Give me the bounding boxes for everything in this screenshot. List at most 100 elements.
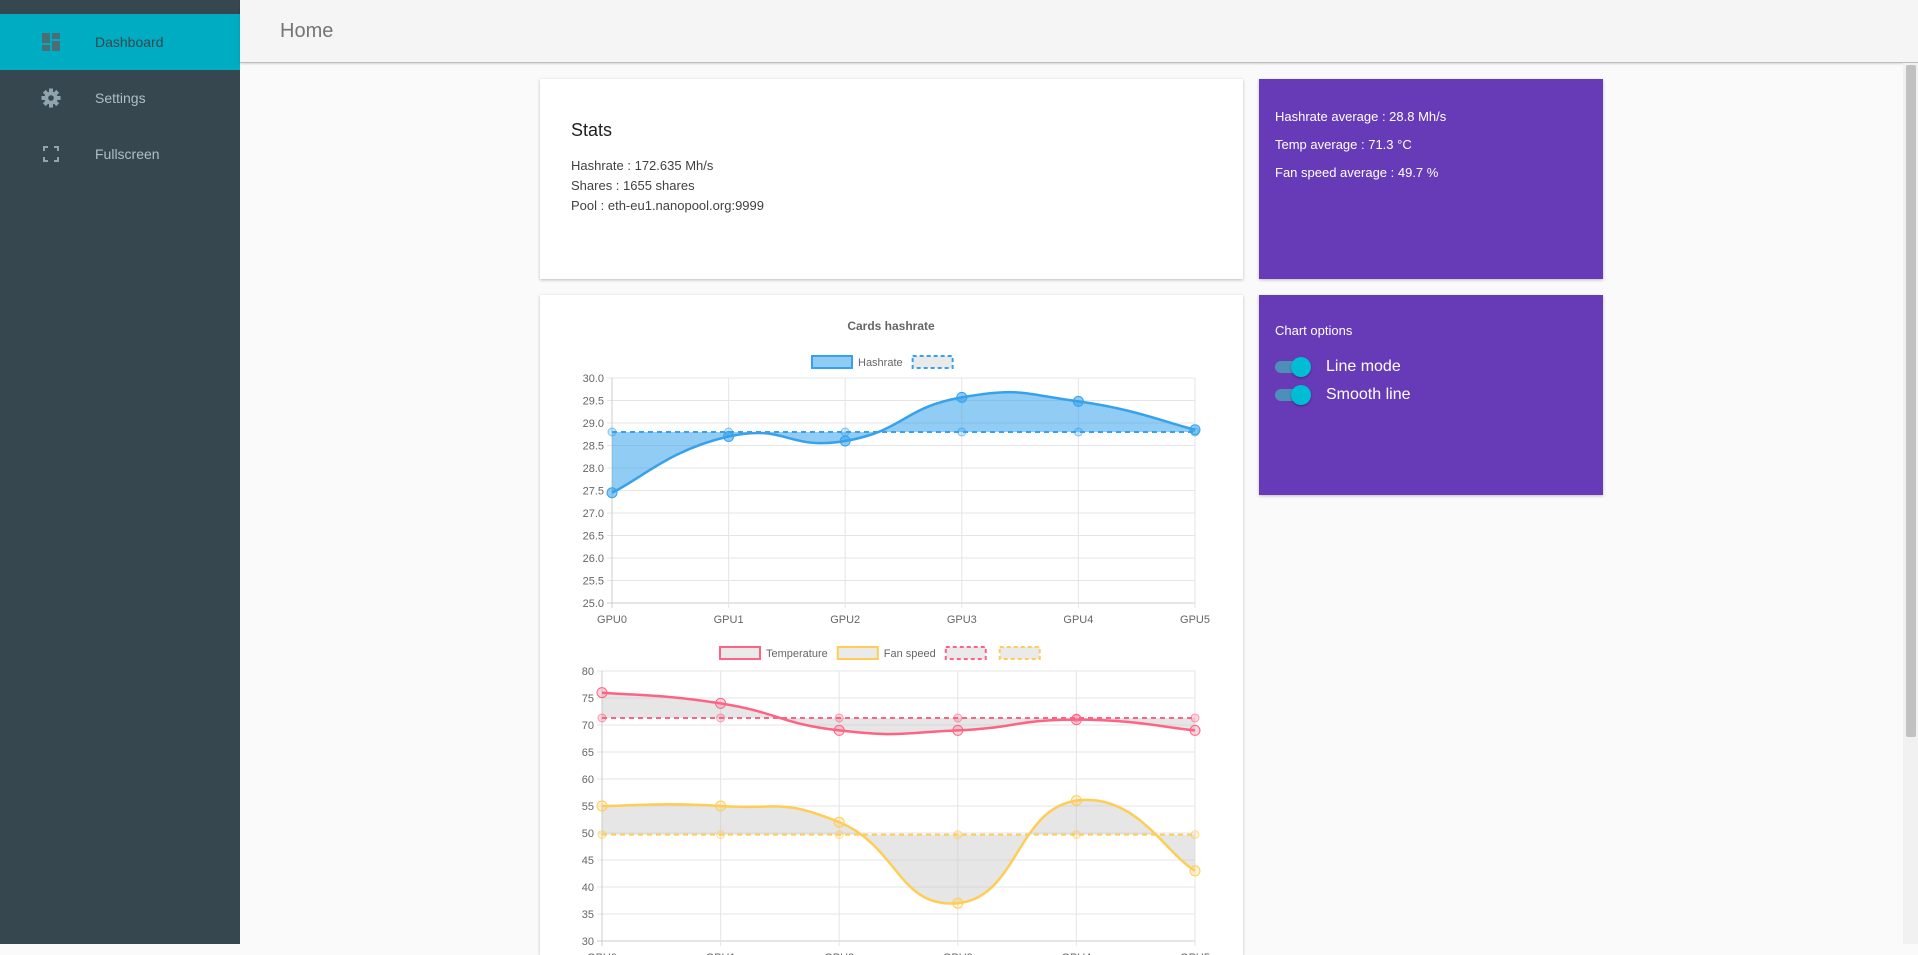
series-line [601, 798, 1196, 905]
data-point [1190, 830, 1200, 840]
data-point [715, 697, 727, 709]
y-tick-label: 55 [582, 801, 594, 813]
y-tick-label: 35 [582, 909, 594, 921]
data-point [715, 800, 727, 812]
x-tick-label: GPU4 [1063, 614, 1093, 625]
y-tick-label: 27.5 [583, 486, 604, 498]
series-fill [612, 392, 1195, 493]
y-tick-label: 28.5 [583, 441, 604, 453]
y-tick-label: 80 [582, 666, 594, 678]
hashrate-average: Hashrate average : 28.8 Mh/s [1275, 109, 1447, 124]
stats-card: Stats Hashrate : 172.635 Mh/s Shares : 1… [540, 79, 1243, 279]
scrollbar-thumb[interactable] [1906, 65, 1916, 737]
y-tick-label: 26.0 [583, 553, 604, 565]
legend-swatch [811, 355, 853, 369]
top-header: Home [240, 0, 1918, 63]
chart-options-card: Chart options Line mode Smooth line [1259, 295, 1603, 495]
data-point [1189, 424, 1201, 436]
fan-speed-average: Fan speed average : 49.7 % [1275, 165, 1439, 180]
x-tick-label: GPU0 [597, 614, 627, 625]
temp-average: Temp average : 71.3 °C [1275, 137, 1412, 152]
y-tick-label: 28.0 [583, 463, 604, 475]
data-point [953, 713, 963, 723]
temperature-chart: Cards Tempratures8075706560555045403530G… [582, 646, 1210, 955]
stats-shares: Shares : 1655 shares [571, 178, 695, 193]
averages-card: Hashrate average : 28.8 Mh/s Temp averag… [1259, 79, 1603, 279]
charts-card: Cards hashrate 30.0 29.5 29.0 28.5 28.0 27.5 27… [540, 295, 1243, 955]
line-mode-label: Line mode [1326, 358, 1401, 375]
y-tick-label: 29.5 [583, 396, 604, 408]
data-point [1189, 724, 1201, 736]
line-mode-toggle-row[interactable]: Line mode [1275, 357, 1401, 377]
stats-list: Hashrate : 172.635 Mh/s Shares : 1655 sh… [571, 156, 764, 216]
data-point [833, 724, 845, 736]
smooth-line-toggle-row[interactable]: Smooth line [1275, 385, 1411, 405]
sidebar-item-fullscreen[interactable]: Fullscreen [0, 126, 240, 182]
legend-swatch [944, 646, 987, 660]
hashrate-chart: Cards hashrate 30.0 29.5 29.0 28.5 28.0 27.5 27… [583, 319, 1210, 625]
data-point [833, 816, 845, 828]
x-tick-label: GPU1 [714, 614, 744, 625]
data-point [1189, 865, 1201, 877]
y-tick-label: 26.5 [583, 531, 604, 543]
x-tick-label: GPU2 [830, 614, 860, 625]
y-tick-label: 27.0 [583, 508, 604, 520]
data-point [716, 713, 726, 723]
y-tick-label: 70 [582, 720, 594, 732]
y-tick-label: 45 [582, 855, 594, 867]
data-point [596, 687, 608, 699]
chart-options-title: Chart options [1275, 323, 1353, 338]
data-point [1190, 713, 1200, 723]
stats-pool: Pool : eth-eu1.nanopool.org:9999 [571, 198, 764, 213]
y-tick-label: 50 [582, 828, 594, 840]
data-point [716, 830, 726, 840]
data-point [1072, 395, 1084, 407]
data-point [606, 487, 618, 499]
y-tick-label: 75 [582, 693, 594, 705]
data-point [597, 830, 607, 840]
stats-title: Stats [571, 120, 613, 140]
page-title: Home [280, 20, 334, 42]
series-line [601, 691, 1196, 736]
data-point [1071, 830, 1081, 840]
sidebar-item-label: Settings [95, 90, 146, 106]
data-point [840, 427, 850, 437]
sidebar-item-settings[interactable]: Settings [0, 70, 240, 126]
y-tick-label: 29.0 [583, 418, 604, 430]
smooth-line-label: Smooth line [1326, 386, 1411, 403]
data-point [834, 830, 844, 840]
fullscreen-icon [41, 144, 61, 164]
y-tick-label: 40 [582, 882, 594, 894]
line-mode-toggle[interactable] [1275, 357, 1311, 377]
averages-list: Hashrate average : 28.8 Mh/s Temp averag… [1275, 103, 1446, 187]
data-point [956, 391, 968, 403]
smooth-line-toggle[interactable] [1275, 385, 1311, 405]
chart-title: Cards hashrate [847, 319, 935, 333]
legend-label: Fan speed [884, 648, 936, 660]
sidebar-item-dashboard[interactable]: Dashboard [0, 14, 240, 70]
data-point [839, 435, 851, 447]
y-tick-label: 30.0 [583, 373, 604, 385]
page-scrollbar[interactable] [1903, 63, 1918, 944]
data-point [834, 713, 844, 723]
legend-label: Temperature [766, 648, 828, 660]
y-tick-label: 30 [582, 936, 594, 948]
gear-icon [41, 88, 61, 108]
legend-label: Hashrate [858, 357, 903, 369]
data-point [597, 713, 607, 723]
data-point [957, 427, 967, 437]
y-tick-label: 25.5 [583, 576, 604, 588]
x-tick-label: GPU3 [947, 614, 977, 625]
dashboard-icon [41, 32, 61, 52]
data-point [596, 800, 608, 812]
legend-swatch [998, 646, 1041, 660]
data-point [952, 724, 964, 736]
x-tick-label: GPU5 [1180, 614, 1210, 625]
data-point [607, 427, 617, 437]
sidebar: Dashboard Settings Fullscreen [0, 0, 240, 944]
sidebar-item-label: Dashboard [95, 34, 164, 50]
y-tick-label: 25.0 [583, 598, 604, 610]
data-point [1073, 427, 1083, 437]
stats-hashrate: Hashrate : 172.635 Mh/s [571, 158, 714, 173]
legend-swatch [719, 646, 761, 660]
